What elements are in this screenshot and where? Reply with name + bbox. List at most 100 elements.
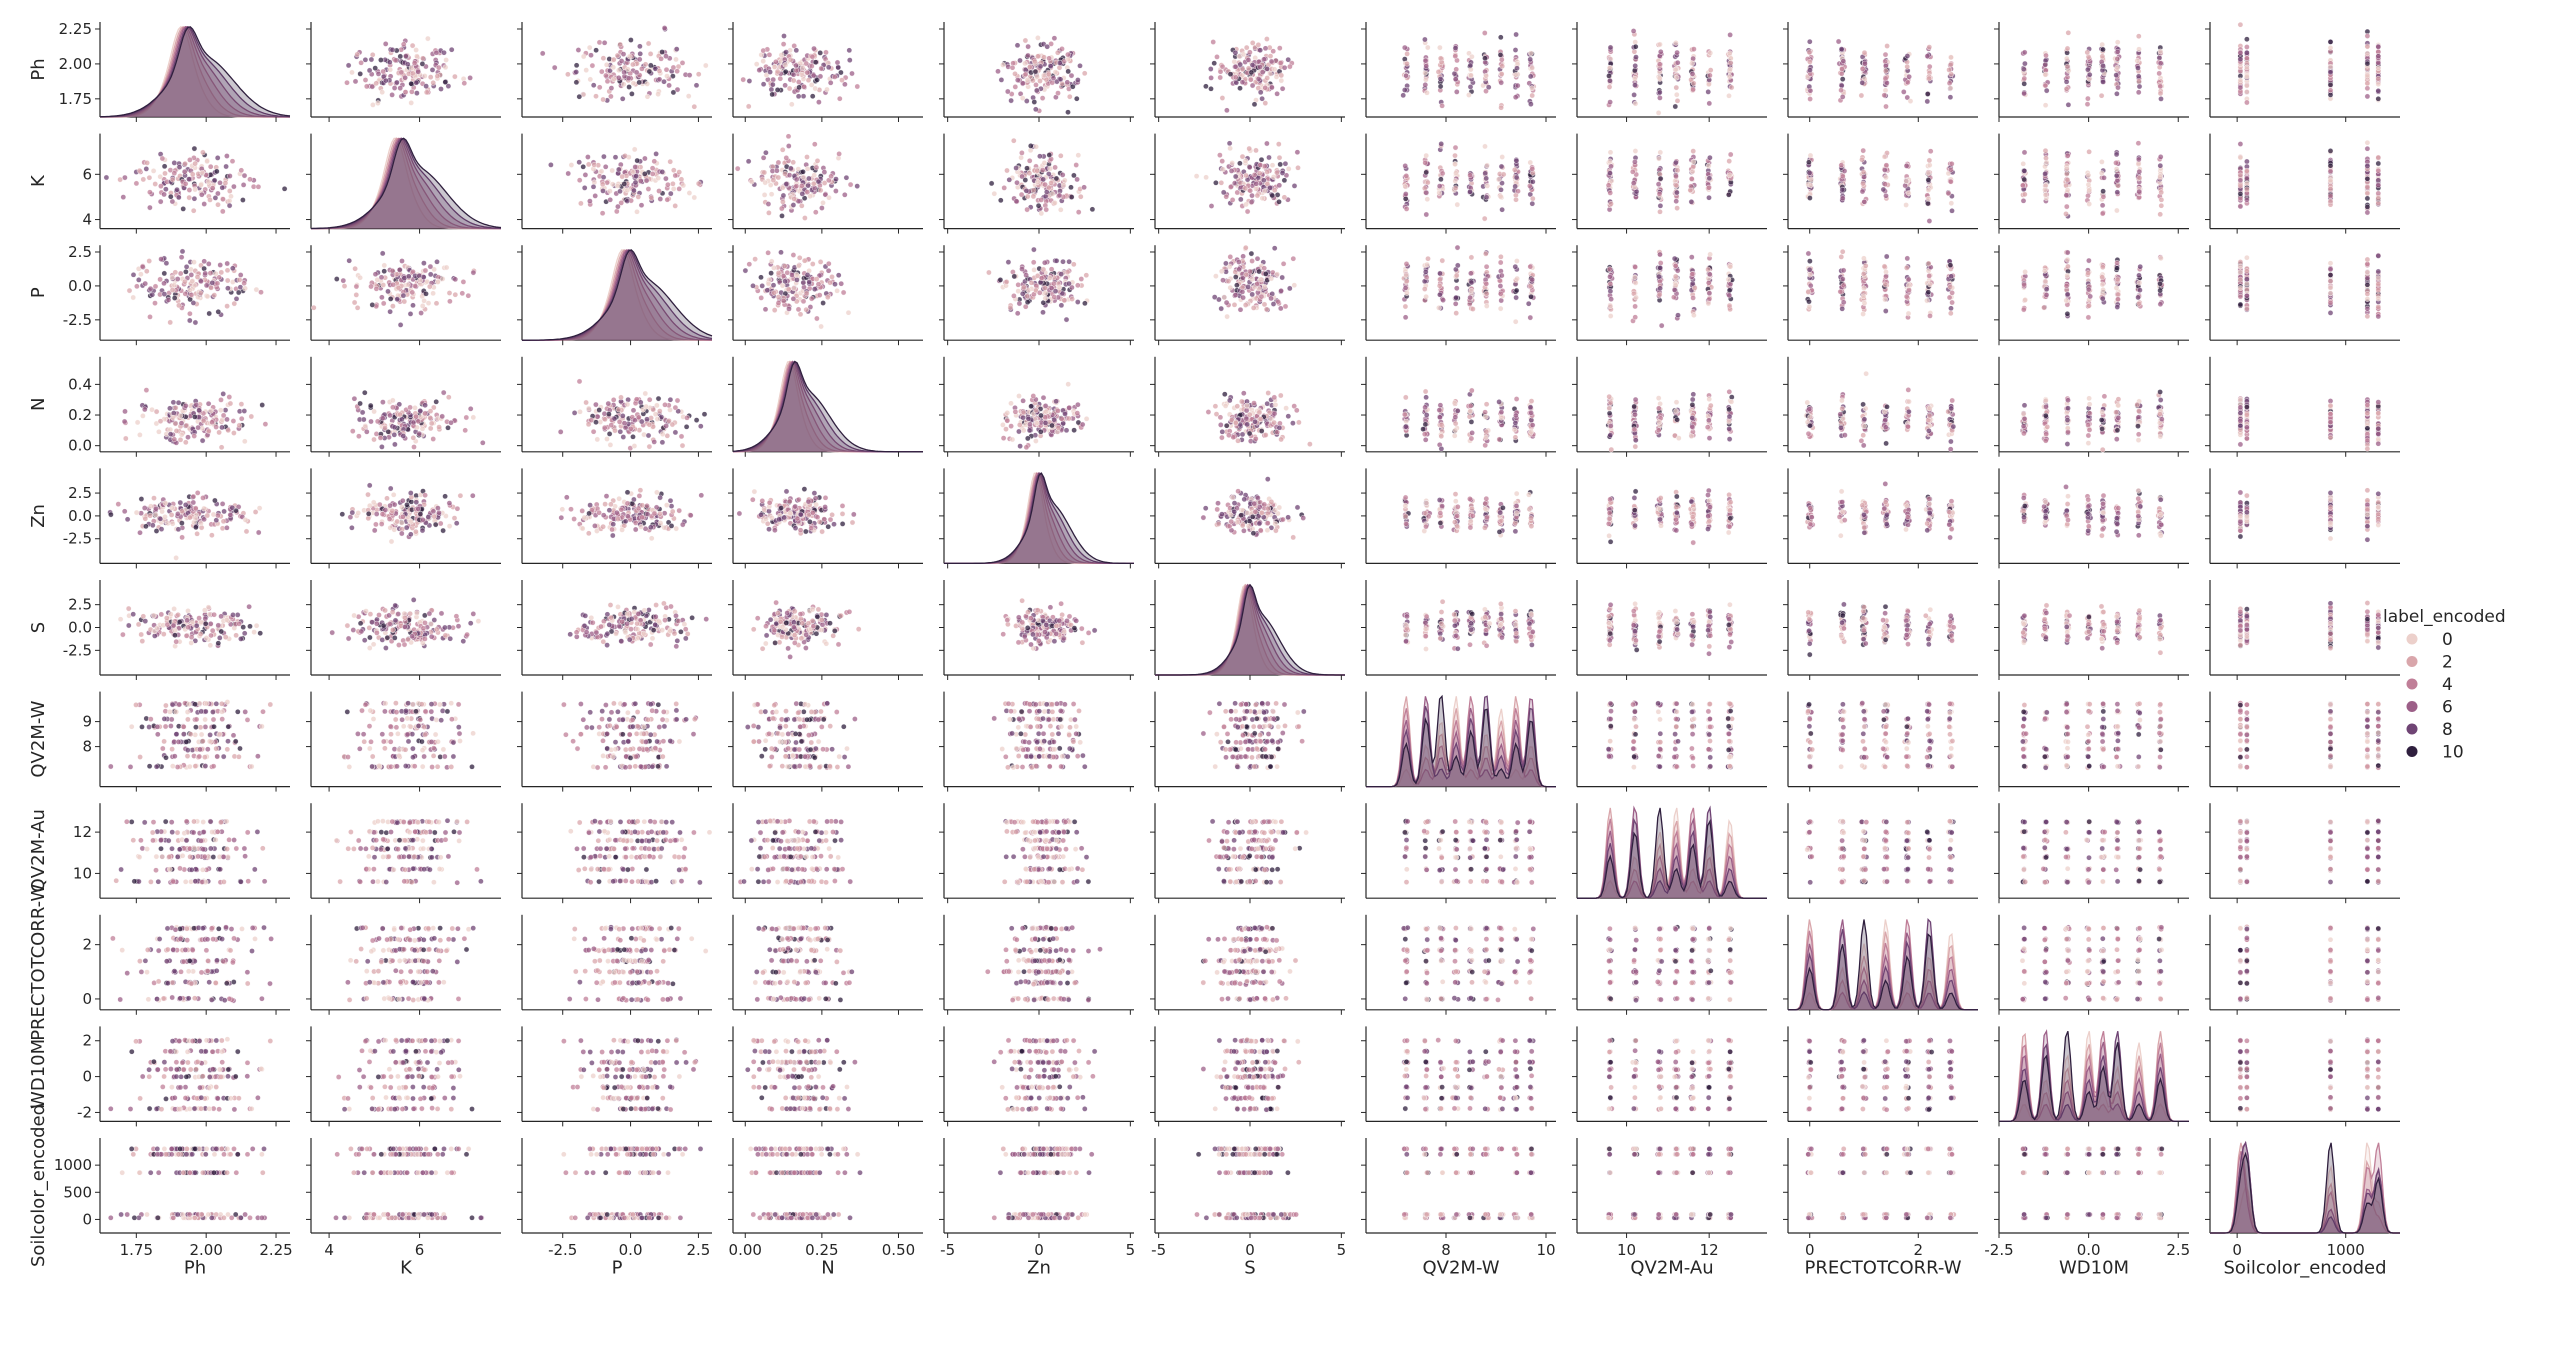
data-point bbox=[1903, 163, 1910, 169]
data-point bbox=[840, 289, 847, 296]
data-point bbox=[1707, 72, 1713, 79]
data-point bbox=[1005, 259, 1012, 265]
data-point bbox=[808, 82, 815, 88]
data-point bbox=[2364, 33, 2371, 39]
data-point bbox=[1452, 76, 1459, 83]
data-point bbox=[1674, 98, 1681, 104]
data-point bbox=[378, 57, 384, 63]
data-point bbox=[1051, 280, 1057, 287]
data-point bbox=[816, 99, 822, 105]
data-point bbox=[1424, 90, 1430, 96]
data-point bbox=[1287, 285, 1293, 292]
data-point bbox=[2022, 60, 2028, 67]
data-point bbox=[1227, 254, 1234, 260]
data-point bbox=[695, 71, 702, 77]
data-point bbox=[1674, 267, 1681, 274]
panel-Ph-vs-QV2M-Au bbox=[1572, 22, 1767, 122]
data-point bbox=[1630, 180, 1637, 186]
data-point bbox=[1529, 92, 1535, 99]
data-point bbox=[818, 323, 824, 330]
data-point bbox=[1632, 264, 1638, 270]
data-point bbox=[576, 159, 583, 165]
data-point bbox=[634, 157, 641, 164]
data-point bbox=[1839, 186, 1846, 193]
data-point bbox=[171, 295, 178, 301]
data-point bbox=[201, 265, 207, 272]
data-point bbox=[1808, 176, 1814, 183]
data-point bbox=[1706, 290, 1713, 297]
data-point bbox=[1058, 271, 1064, 277]
data-point bbox=[1606, 266, 1613, 273]
data-point bbox=[1402, 44, 1408, 51]
data-point bbox=[1926, 273, 1932, 279]
data-point bbox=[1728, 84, 1735, 91]
data-point bbox=[224, 277, 231, 284]
data-point bbox=[144, 160, 150, 166]
data-point bbox=[1527, 56, 1533, 63]
data-point bbox=[1031, 267, 1037, 273]
data-point bbox=[1656, 190, 1663, 197]
data-point bbox=[995, 68, 1001, 75]
data-point bbox=[2042, 192, 2049, 198]
data-point bbox=[1689, 254, 1695, 260]
data-point bbox=[804, 154, 810, 160]
data-point bbox=[1032, 58, 1038, 65]
data-point bbox=[1498, 34, 1504, 41]
data-point bbox=[2113, 166, 2120, 172]
data-point bbox=[147, 285, 154, 292]
data-point bbox=[576, 93, 583, 100]
data-point bbox=[631, 187, 637, 194]
data-point bbox=[381, 262, 388, 269]
data-point bbox=[1060, 258, 1066, 265]
data-point bbox=[659, 49, 665, 55]
data-point bbox=[1839, 66, 1845, 72]
data-point bbox=[362, 57, 369, 63]
data-point bbox=[1033, 82, 1039, 88]
data-point bbox=[438, 86, 444, 92]
data-point bbox=[655, 91, 661, 97]
data-point bbox=[2244, 197, 2250, 203]
data-point bbox=[775, 300, 782, 306]
data-point bbox=[611, 56, 617, 63]
data-point bbox=[593, 93, 599, 99]
data-point bbox=[1607, 78, 1613, 84]
data-point bbox=[1064, 269, 1071, 275]
data-point bbox=[1075, 282, 1081, 289]
data-point bbox=[790, 159, 797, 166]
data-point bbox=[609, 181, 616, 187]
data-point bbox=[1234, 282, 1240, 289]
data-point bbox=[1860, 180, 1866, 187]
data-point bbox=[801, 83, 807, 90]
data-point bbox=[404, 281, 411, 288]
data-point bbox=[217, 262, 223, 268]
data-point bbox=[588, 52, 594, 59]
data-point bbox=[1035, 202, 1042, 209]
data-point bbox=[766, 52, 773, 58]
data-point bbox=[401, 298, 408, 305]
data-point bbox=[1269, 162, 1276, 168]
data-point bbox=[1042, 295, 1049, 302]
data-point bbox=[452, 73, 458, 80]
data-point bbox=[2157, 173, 2163, 180]
data-point bbox=[443, 264, 450, 271]
data-point bbox=[1483, 175, 1489, 182]
data-point bbox=[1905, 310, 1912, 317]
data-point bbox=[182, 290, 189, 297]
data-point bbox=[774, 68, 781, 75]
data-point bbox=[217, 179, 223, 186]
data-point bbox=[2364, 72, 2371, 79]
data-point bbox=[2156, 70, 2162, 77]
data-point bbox=[1248, 69, 1255, 76]
data-point bbox=[1403, 272, 1409, 279]
data-point bbox=[629, 91, 635, 97]
data-point bbox=[379, 294, 385, 301]
data-point bbox=[551, 64, 558, 71]
data-point bbox=[786, 85, 793, 92]
data-point bbox=[825, 267, 832, 274]
data-point bbox=[1024, 206, 1030, 213]
data-point bbox=[379, 89, 386, 95]
data-point bbox=[1404, 278, 1410, 284]
data-point bbox=[227, 173, 233, 179]
data-point bbox=[435, 64, 442, 71]
data-point bbox=[2084, 101, 2091, 107]
